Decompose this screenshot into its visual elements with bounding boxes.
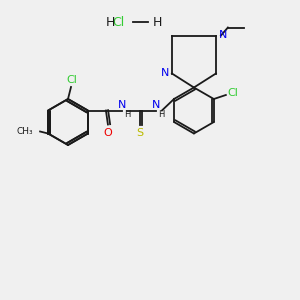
Text: H: H (152, 16, 162, 28)
Text: N: N (118, 100, 126, 110)
Text: CH₃: CH₃ (16, 127, 33, 136)
Text: N: N (152, 100, 160, 110)
Text: N: N (219, 31, 227, 40)
Text: H: H (158, 110, 164, 119)
Text: S: S (136, 128, 143, 137)
Text: H: H (124, 110, 130, 119)
Text: O: O (103, 128, 112, 137)
Text: Cl: Cl (112, 16, 124, 28)
Text: Cl: Cl (227, 88, 238, 98)
Text: N: N (161, 68, 169, 79)
Text: Cl: Cl (67, 75, 77, 85)
Text: H: H (105, 16, 115, 28)
